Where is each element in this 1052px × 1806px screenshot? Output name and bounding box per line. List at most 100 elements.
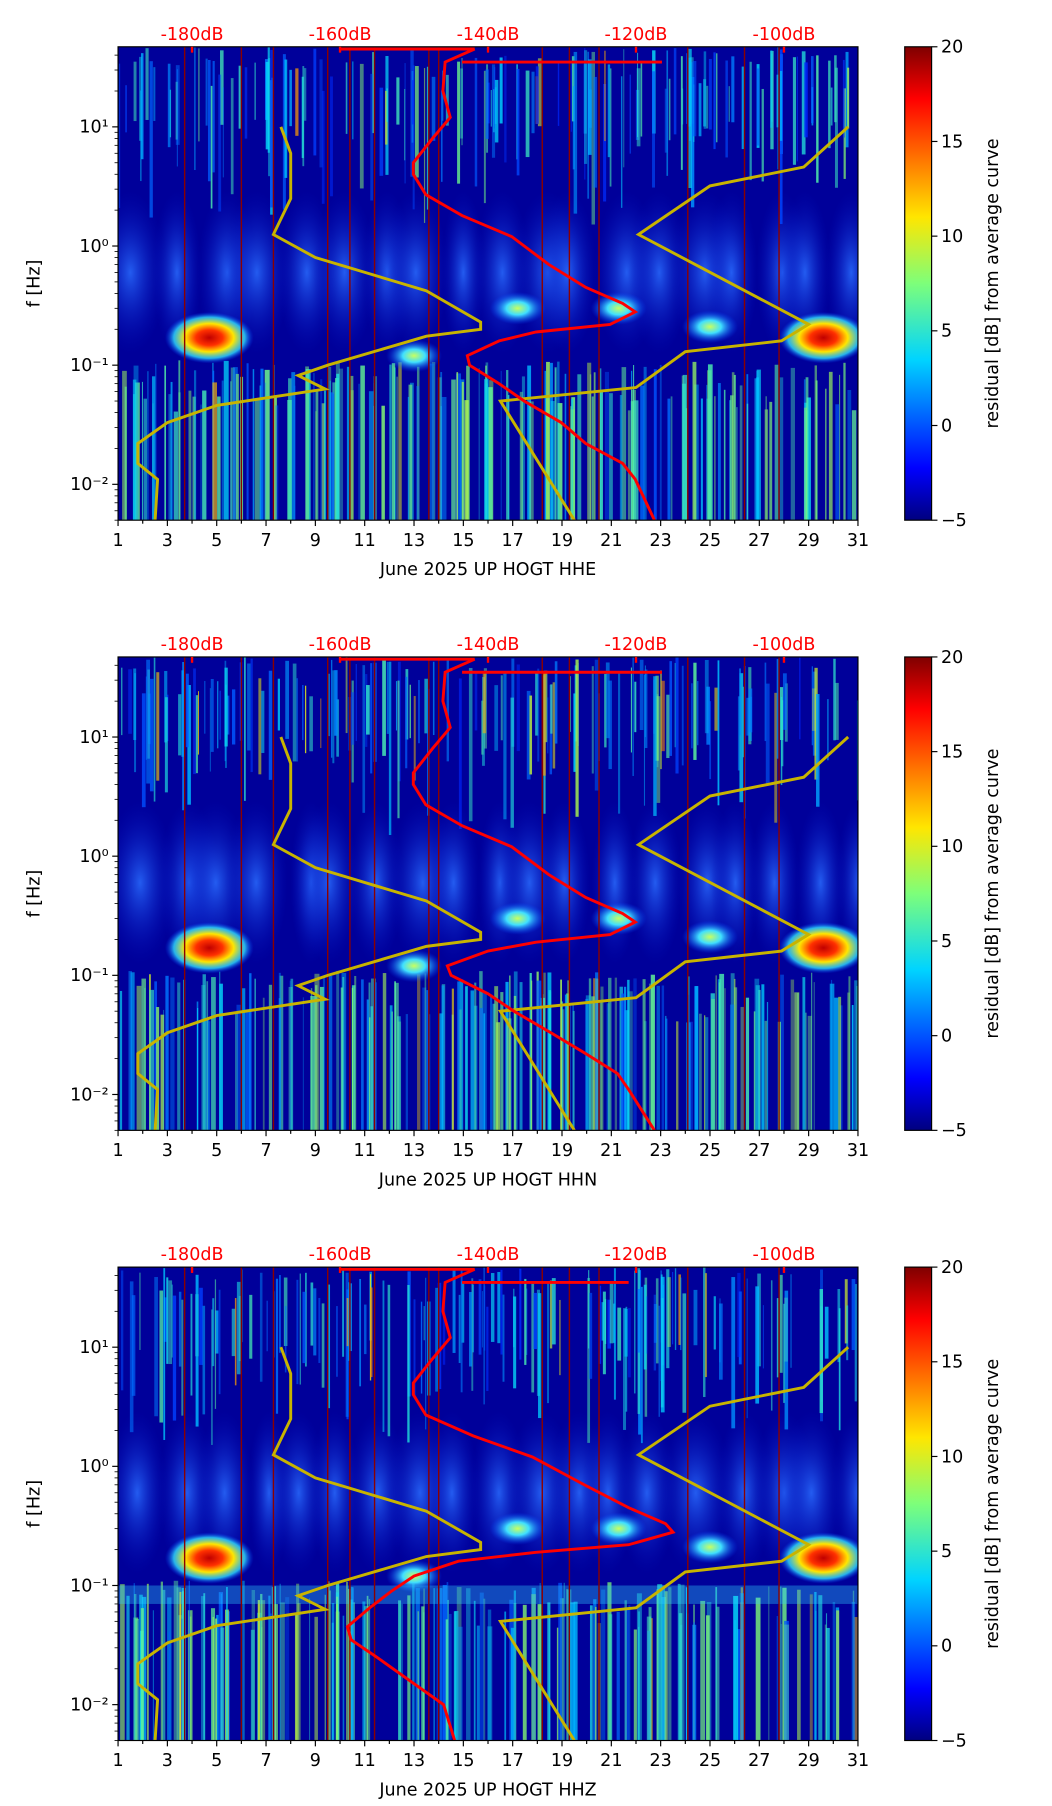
spectrogram-streak [221,380,224,521]
spectrogram-streak [389,1005,393,1131]
spectrogram-streak [796,56,798,162]
spectrogram-streak [346,1298,349,1347]
spectrogram-panel-1: 1 3 5 7 9 11 13 15 17 19 21 23 25 27 29 3110¹10⁰10⁻¹10⁻… [25,25,1003,580]
spectrogram-streak [273,395,277,521]
spectrogram-streak [801,51,806,155]
spectrogram-panel-2: 1 3 5 7 9 11 13 15 17 19 21 23 25 27 29 3110¹10⁰10⁻¹10⁻… [25,635,1003,1190]
spectrogram-haze [313,190,377,355]
spectrogram-streak [770,1280,773,1411]
spectrogram-streak [387,1284,391,1437]
spectrogram-streak [837,1289,841,1363]
spectrogram-streak [706,384,708,521]
spectrogram-streak [220,1627,225,1741]
spectrogram-streak [644,669,648,749]
spectrogram-streak [835,682,839,740]
spectrogram-streak [404,88,406,161]
top-db-tick-label: -120dB [605,1245,668,1265]
x-tick-label: 21 [600,531,622,551]
spectrogram-streak [370,73,374,201]
spectrogram-streak [824,1306,829,1359]
spectrogram-streak [329,380,331,521]
spectrogram-streak [398,1603,403,1741]
spectrogram-streak [510,1018,512,1131]
spectrogram-streak [164,697,168,793]
spectrogram-streak [833,658,836,741]
spectrogram-streak [409,684,411,739]
spectrogram-streak [445,1619,449,1741]
spectrogram-streak [211,977,216,1131]
spectrogram-streak [624,1308,628,1357]
x-tick-label: 29 [797,531,819,551]
spectrogram-streak [668,78,671,141]
spectrogram-streak [616,1611,620,1741]
spectrogram-streak [323,390,327,521]
spectrogram-haze [348,800,404,965]
spectrogram-streak [589,1605,593,1741]
spectrogram-streak [587,1277,591,1443]
spectrogram-streak [640,61,643,137]
spectrogram-streak [755,1597,761,1741]
spectrogram-streak [492,1003,496,1131]
spectrogram-streak [547,697,549,754]
spectrogram-streak [126,1595,130,1741]
spectrogram-streak [302,997,304,1131]
spectrogram-streak [382,658,386,756]
spectrogram-streak [847,67,850,129]
spectrogram-streak [485,69,489,139]
x-tick-label: 23 [650,1751,672,1771]
spectrogram-streak [718,1303,723,1380]
spectrogram-haze [538,190,597,355]
spectrogram-streak [202,390,207,521]
colorbar-gradient [904,46,933,521]
spectrogram-streak [673,48,677,135]
colorbar-tick-label: 0 [941,1637,952,1657]
spectrogram-panel-3: 1 3 5 7 9 11 13 15 17 19 21 23 25 27 29 3110¹10⁰10⁻¹10⁻… [25,1245,1003,1800]
spectrogram-hot-spot [385,949,443,983]
spectrogram-streak [285,660,290,739]
spectrogram-streak [268,1595,271,1741]
colorbar-tick-label: 15 [941,132,963,152]
y-tick-label: 10¹ [79,1338,108,1358]
spectrogram-streak [728,86,730,122]
x-tick-label: 5 [211,1751,222,1771]
spectrogram-streak [291,372,296,521]
spectrogram-streak [465,986,468,1131]
spectrogram-streak [423,68,426,223]
spectrogram-streak [805,377,809,521]
spectrogram-streak [829,983,835,1131]
spectrogram-streak [816,55,819,183]
top-db-tick-label: -120dB [605,25,668,45]
spectrogram-streak [235,373,239,521]
spectrogram-streak [681,665,684,766]
spectrogram-streak [128,669,132,734]
spectrogram-streak [231,1308,236,1357]
spectrogram-hot-spot [489,291,546,325]
x-tick-label: 23 [650,531,672,551]
x-tick-label: 19 [551,1751,573,1771]
spectrogram-streak [350,390,354,521]
spectrogram-area [118,1267,858,1741]
spectrogram-streak [543,972,546,1131]
spectrogram-streak [780,1624,782,1741]
spectrogram-streak [328,975,333,1131]
spectrogram-streak [604,674,607,748]
spectrogram-hot-spot [590,291,647,325]
spectrogram-streak [336,970,340,1131]
spectrogram-streak [542,672,546,776]
spectrogram-streak [133,668,137,741]
spectrogram-streak [570,406,572,521]
spectrogram-streak [494,685,499,751]
spectrogram-streak [149,61,153,218]
spectrogram-streak [711,998,715,1131]
spectrogram-streak [329,392,334,521]
spectrogram-streak [640,1286,643,1444]
spectrogram-streak [260,1593,263,1741]
spectrogram-streak [638,1626,640,1741]
spectrogram-streak [717,660,720,806]
spectrogram-streak [215,1618,217,1741]
spectrogram-streak [519,391,523,521]
spectrogram-streak [284,59,288,178]
spectrogram-streak [153,67,156,121]
spectrogram-streak [571,399,574,521]
spectrogram-streak [704,659,709,734]
